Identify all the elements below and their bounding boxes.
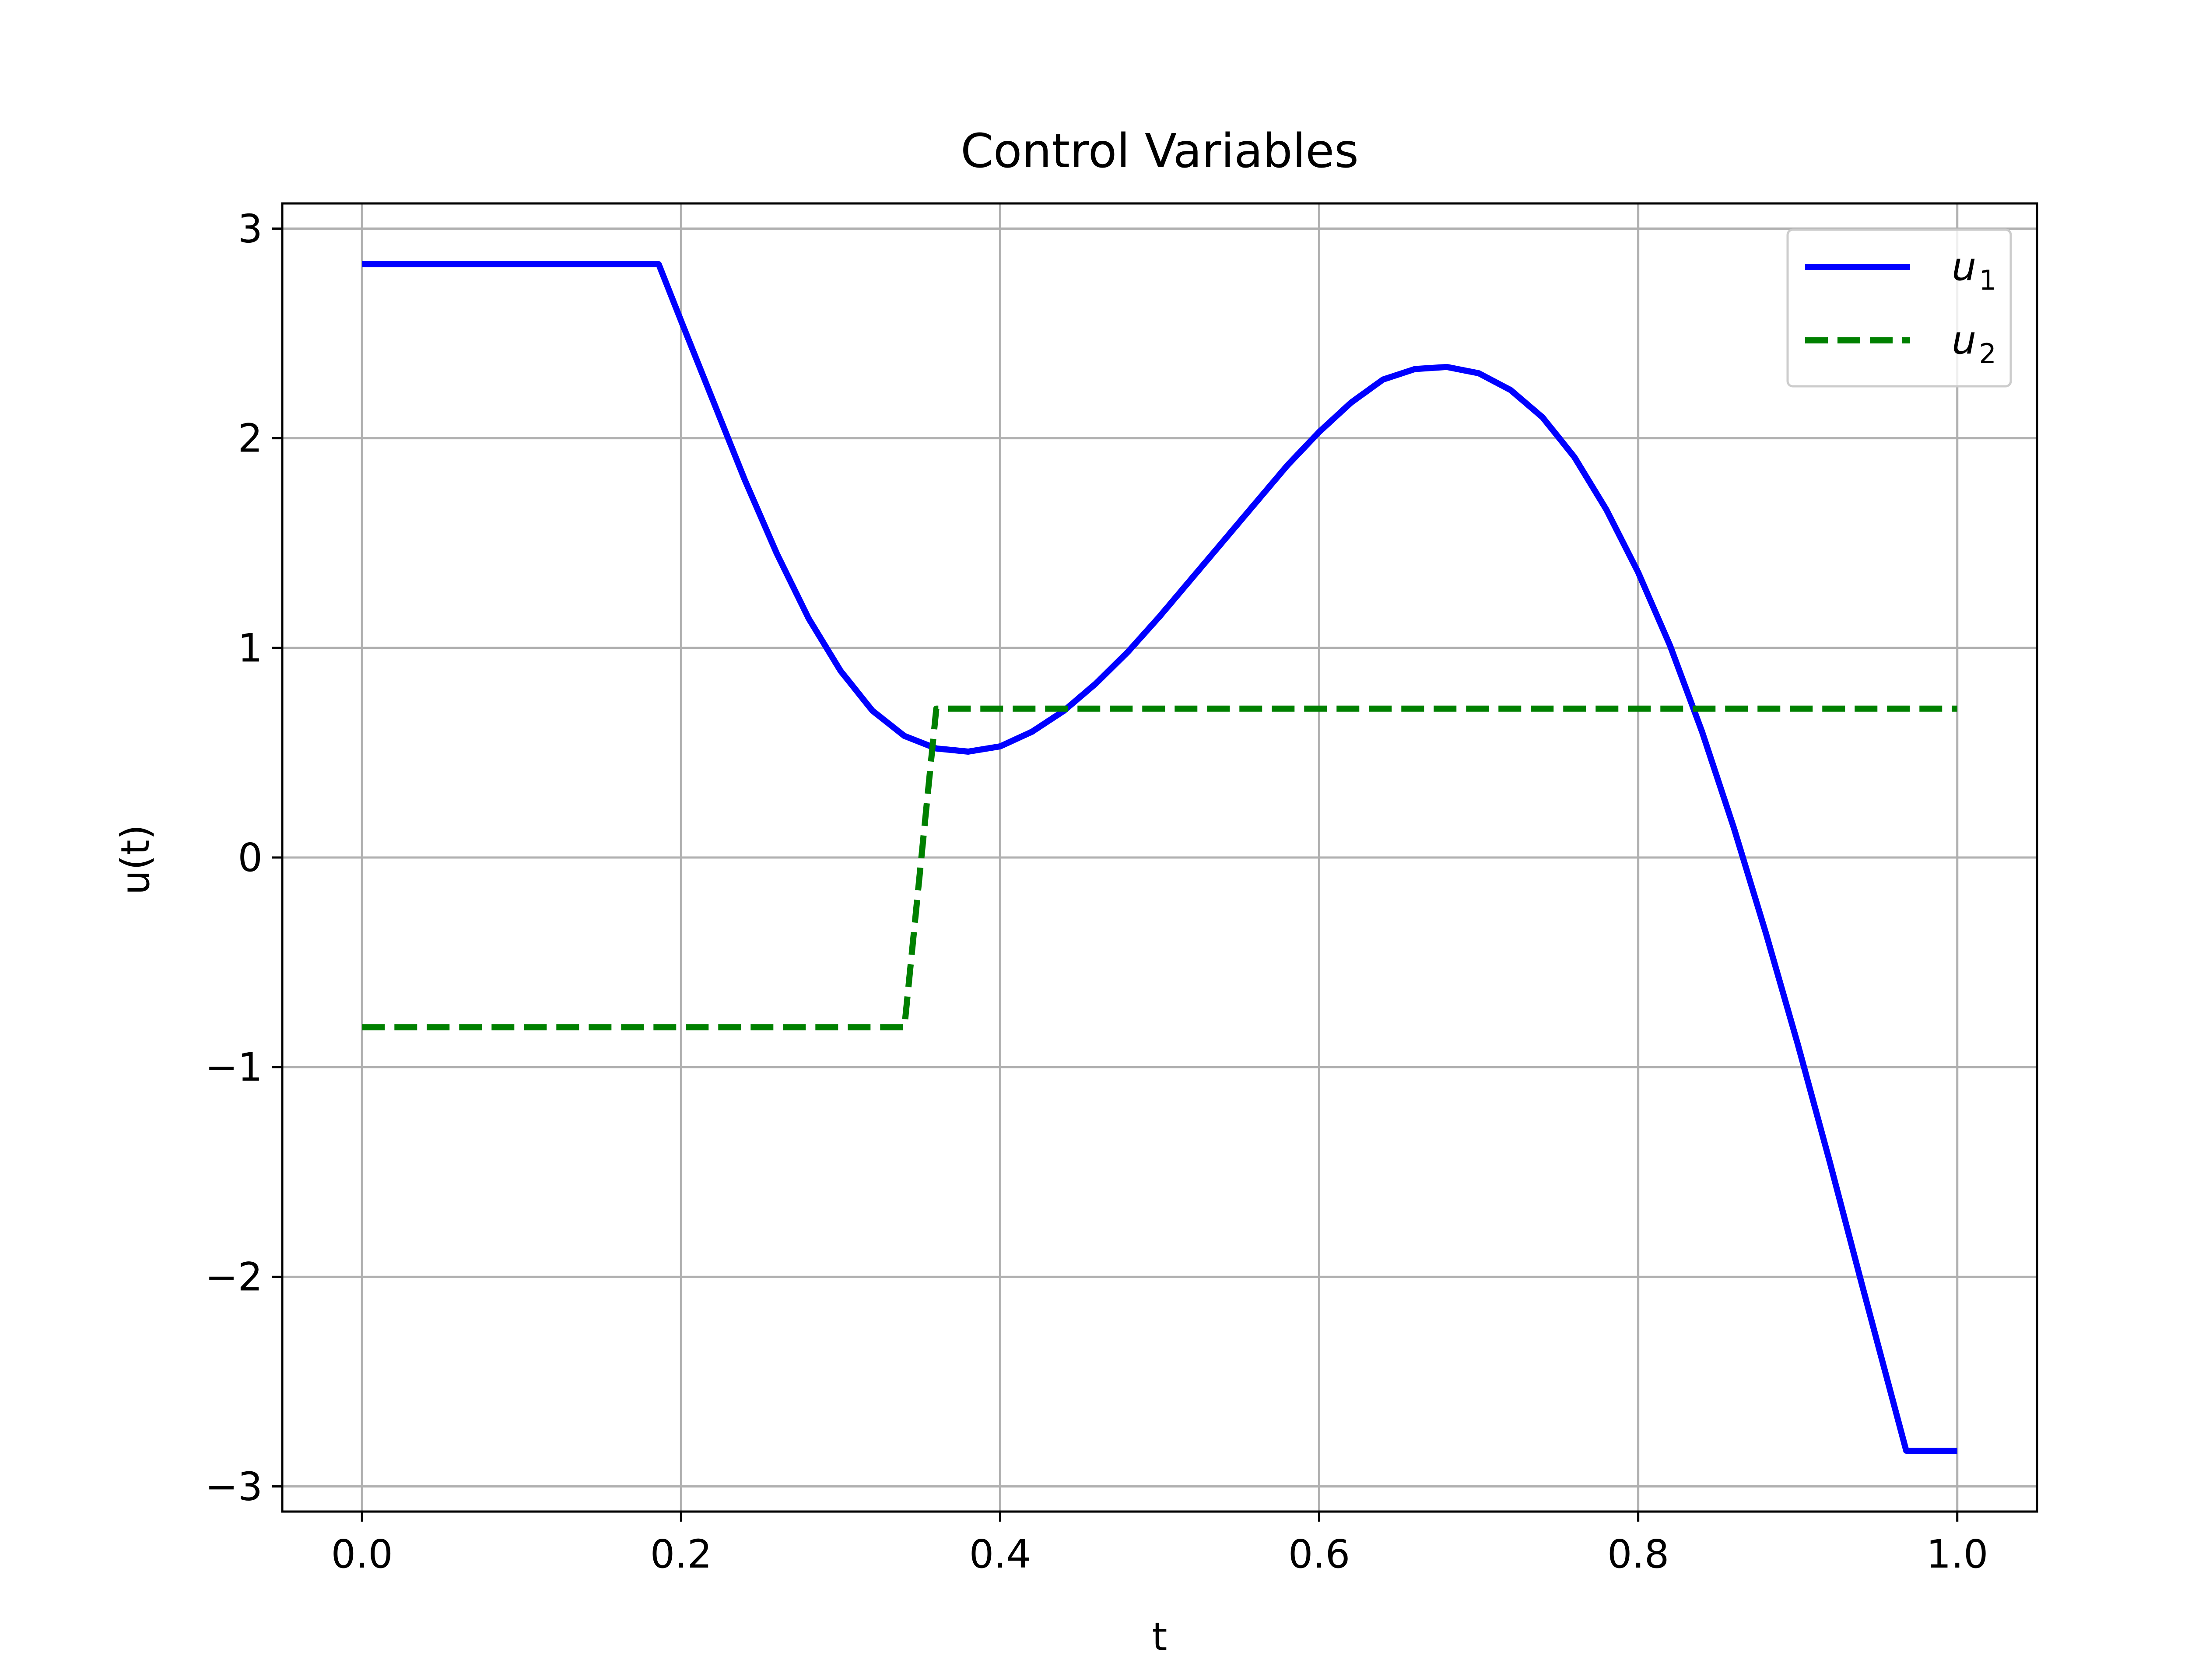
x-tick-label: 0.2 <box>650 1531 712 1577</box>
y-axis-label: u(t) <box>112 825 158 895</box>
y-tick-label: 0 <box>238 835 263 880</box>
x-tick-label: 0.0 <box>331 1531 393 1577</box>
y-tick-label: −2 <box>205 1254 263 1299</box>
x-tick-label: 0.6 <box>1288 1531 1350 1577</box>
y-tick-label: −1 <box>205 1044 263 1090</box>
legend-label-2: u2 <box>1952 317 1996 370</box>
chart-title: Control Variables <box>961 124 1359 178</box>
y-tick-label: 3 <box>238 206 263 252</box>
x-tick-label: 0.4 <box>969 1531 1031 1577</box>
series-line-1 <box>362 261 1957 1454</box>
y-tick-label: 1 <box>238 625 263 671</box>
legend-box <box>1786 228 2012 388</box>
x-tick-label: 1.0 <box>1926 1531 1988 1577</box>
x-tick-label: 0.8 <box>1607 1531 1669 1577</box>
x-axis-label: t <box>1152 1614 1168 1659</box>
x-axis-ticks: 0.0 0.2 0.4 0.6 0.8 1.0 <box>331 1512 1988 1577</box>
y-tick-label: 2 <box>238 416 263 461</box>
series-line-2 <box>362 705 1957 1031</box>
y-tick-label: −3 <box>205 1464 263 1509</box>
series-layer <box>362 261 1957 1454</box>
y-axis-ticks: −3 −2 −1 0 1 2 3 <box>205 206 282 1509</box>
